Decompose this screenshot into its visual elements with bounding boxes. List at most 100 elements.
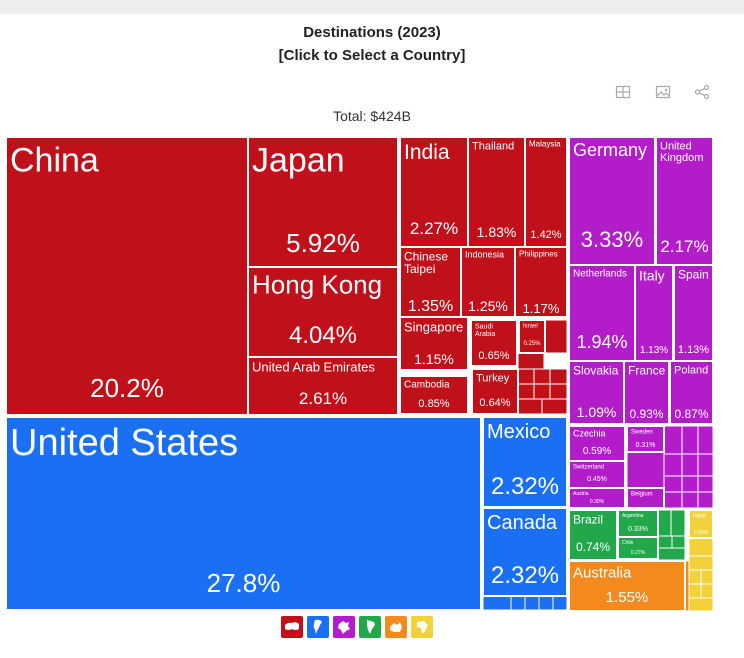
treemap-cell-rect[interactable] (623, 360, 670, 425)
treemap-cell-rect[interactable] (568, 509, 618, 561)
treemap-cell-rect[interactable] (626, 425, 665, 453)
treemap-cell-other[interactable] (688, 555, 714, 571)
treemap-cell-other[interactable] (663, 425, 683, 455)
treemap-cell-other[interactable] (517, 368, 535, 385)
treemap-cell-indonesia[interactable]: Indonesia 1.25% (460, 246, 516, 318)
treemap-cell-rect[interactable] (247, 356, 399, 416)
image-icon[interactable] (655, 84, 671, 100)
treemap-cell-egypt[interactable]: Egypt 0.26% (688, 509, 714, 539)
treemap-cell-other[interactable] (681, 425, 699, 455)
treemap-cell-rect[interactable] (568, 560, 686, 612)
treemap-cell-rect[interactable] (399, 136, 469, 248)
treemap-cell-rect[interactable] (5, 416, 482, 611)
treemap-cell-italy[interactable]: Italy 1.13% (634, 264, 674, 362)
treemap-cell-switzerland[interactable]: Switzerland 0.45% (568, 460, 626, 489)
treemap-cell-other[interactable] (552, 595, 568, 611)
treemap-cell-other[interactable] (657, 509, 672, 537)
treemap-cell-rect[interactable] (568, 460, 626, 489)
treemap-cell-spain[interactable]: Spain 1.13% (673, 264, 714, 362)
treemap-cell-rect[interactable] (568, 136, 656, 266)
treemap-cell-rect[interactable] (482, 507, 568, 597)
treemap-cell-poland[interactable]: Poland 0.87% (669, 360, 714, 425)
treemap-cell-rect[interactable] (669, 360, 714, 425)
treemap-cell-other[interactable] (533, 368, 551, 385)
treemap-cell-other[interactable] (663, 453, 683, 477)
treemap-cell-other[interactable] (697, 453, 714, 477)
treemap-cell-rect[interactable] (626, 487, 665, 509)
treemap-cell-other[interactable] (681, 453, 699, 477)
treemap-cell-other[interactable] (549, 383, 568, 400)
treemap-cell-rect[interactable] (568, 360, 625, 425)
treemap-cell-rect[interactable] (399, 316, 469, 371)
treemap-cell-rect[interactable] (688, 509, 714, 539)
treemap-cell-malaysia[interactable]: Malaysia 1.42% (524, 136, 568, 248)
treemap-cell-other[interactable] (549, 368, 568, 385)
treemap-cell-czechia[interactable]: Czechia 0.59% (568, 425, 626, 462)
treemap-cell-other[interactable] (663, 475, 683, 493)
africa-continent-icon[interactable] (411, 616, 433, 638)
europe-continent-icon[interactable] (333, 616, 355, 638)
treemap-cell-cambodia[interactable]: Cambodia 0.85% (399, 375, 469, 415)
treemap-cell-other[interactable] (657, 547, 686, 561)
treemap-cell-other[interactable] (670, 509, 686, 537)
treemap-cell-rect[interactable] (634, 264, 674, 362)
treemap-cell-rect[interactable] (617, 509, 659, 538)
treemap-cell-rect[interactable] (467, 136, 526, 248)
treemap-cell-argentina[interactable]: Argentina 0.33% (617, 509, 659, 538)
treemap-cell-other[interactable] (544, 319, 568, 354)
treemap-cell-rect[interactable] (514, 246, 568, 318)
treemap-cell-other[interactable] (697, 491, 714, 509)
treemap-cell-other[interactable] (533, 383, 551, 400)
treemap-cell-philippines[interactable]: Philippines 1.17% (514, 246, 568, 318)
treemap-cell-other[interactable] (700, 569, 714, 585)
treemap-cell-rect[interactable] (568, 487, 626, 509)
treemap-cell-sweden[interactable]: Sweden 0.31% (626, 425, 665, 453)
treemap-cell-other[interactable] (524, 595, 540, 611)
treemap-cell-israel[interactable]: Israel 0.25% (518, 319, 546, 354)
treemap-cell-japan[interactable]: Japan 5.92% (247, 136, 399, 268)
treemap-cell-other[interactable] (697, 425, 714, 455)
treemap-cell-singapore[interactable]: Singapore 1.15% (399, 316, 469, 371)
treemap-cell-other[interactable] (517, 352, 545, 370)
treemap-cell-other[interactable] (688, 583, 702, 599)
treemap-cell-slovakia[interactable]: Slovakia 1.09% (568, 360, 625, 425)
treemap-cell-rect[interactable] (460, 246, 516, 318)
treemap-cell-rect[interactable] (399, 246, 462, 318)
asia-continent-icon[interactable] (281, 616, 303, 638)
treemap-cell-mexico[interactable]: Mexico 2.32% (482, 416, 568, 508)
south-america-continent-icon[interactable] (359, 616, 381, 638)
treemap-cell-rect[interactable] (524, 136, 568, 248)
treemap-cell-other[interactable] (510, 595, 526, 611)
treemap-cell-other[interactable] (681, 475, 699, 493)
treemap-cell-other[interactable] (688, 597, 714, 612)
treemap-cell-rect[interactable] (617, 536, 659, 560)
treemap-cell-turkey[interactable]: Turkey 0.64% (471, 368, 519, 415)
treemap-cell-rect[interactable] (399, 375, 469, 415)
treemap-cell-brazil[interactable]: Brazil 0.74% (568, 509, 618, 561)
treemap-cell-rect[interactable] (518, 319, 546, 354)
treemap-cell-india[interactable]: India 2.27% (399, 136, 469, 248)
treemap-cell-china[interactable]: China 20.2% (5, 136, 249, 416)
treemap-cell-other[interactable] (541, 398, 568, 415)
treemap-cell-france[interactable]: France 0.93% (623, 360, 670, 425)
treemap-cell-germany[interactable]: Germany 3.33% (568, 136, 656, 266)
treemap-cell-other[interactable] (697, 475, 714, 493)
treemap-cell-chile[interactable]: Chile 0.27% (617, 536, 659, 560)
treemap-cell-rect[interactable] (5, 136, 249, 416)
treemap-cell-rect[interactable] (655, 136, 714, 266)
treemap-cell-hong-kong[interactable]: Hong Kong 4.04% (247, 266, 399, 358)
treemap-cell-canada[interactable]: Canada 2.32% (482, 507, 568, 597)
treemap-cell-rect[interactable] (470, 319, 518, 367)
treemap-cell-other[interactable] (681, 491, 699, 509)
treemap-cell-other[interactable] (482, 595, 512, 611)
treemap-cell-other[interactable] (626, 451, 665, 489)
treemap-cell-australia[interactable]: Australia 1.55% (568, 560, 686, 612)
treemap-cell-other[interactable] (688, 537, 714, 557)
treemap-cell-united-states[interactable]: United States 27.8% (5, 416, 482, 611)
treemap-cell-other[interactable] (663, 491, 683, 509)
oceania-continent-icon[interactable] (385, 616, 407, 638)
